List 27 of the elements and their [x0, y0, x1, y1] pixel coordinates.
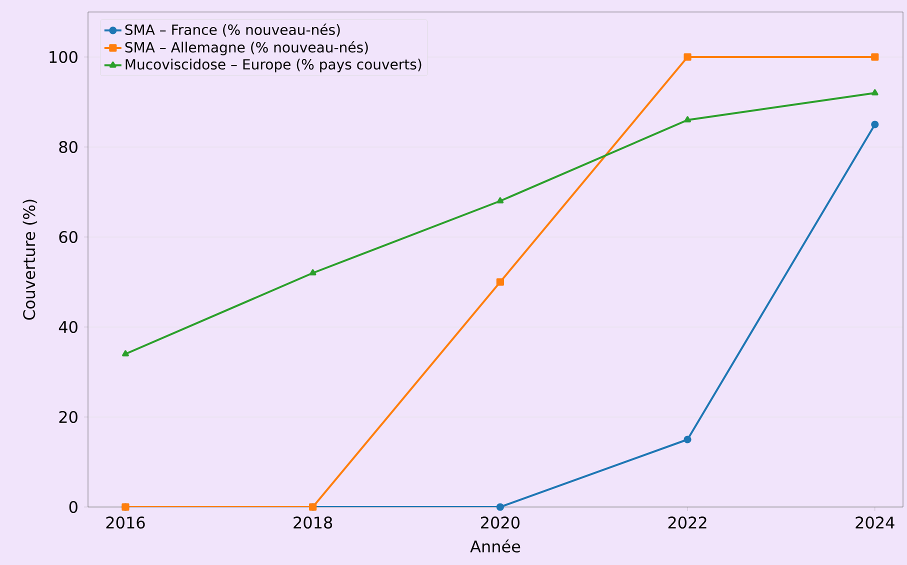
point [496, 503, 504, 511]
point [496, 278, 504, 286]
point [496, 197, 504, 204]
point [871, 89, 878, 96]
point [122, 350, 129, 356]
x-tick-label: 2018 [294, 516, 332, 529]
point [871, 120, 879, 128]
x-tick-label: 2024 [856, 516, 894, 529]
point [871, 53, 879, 61]
y-tick-label: 60 [59, 230, 78, 244]
legend-label: Mucoviscidose – Europe (% pays couverts) [126, 58, 422, 72]
y-tick-label: 40 [58, 320, 78, 334]
x-tick-label: 2020 [481, 516, 520, 529]
point [684, 116, 691, 122]
point [684, 436, 692, 444]
y-axis-title: Couverture (%) [22, 200, 38, 320]
point [309, 269, 316, 276]
y-tick-label: 0 [69, 500, 78, 514]
y-tick-label: 80 [59, 140, 78, 154]
x-tick-label: 2022 [668, 516, 706, 529]
y-tick-label: 20 [59, 410, 78, 424]
x-tick-label: 2016 [106, 516, 145, 529]
y-tick-label: 100 [50, 50, 78, 64]
point [684, 53, 692, 61]
legend-label: SMA – France (% nouveau-nés) [125, 24, 340, 37]
x-axis-title: Année [470, 540, 520, 553]
legend-label: SMA – Allemagne (% nouveau-nés) [125, 41, 368, 56]
